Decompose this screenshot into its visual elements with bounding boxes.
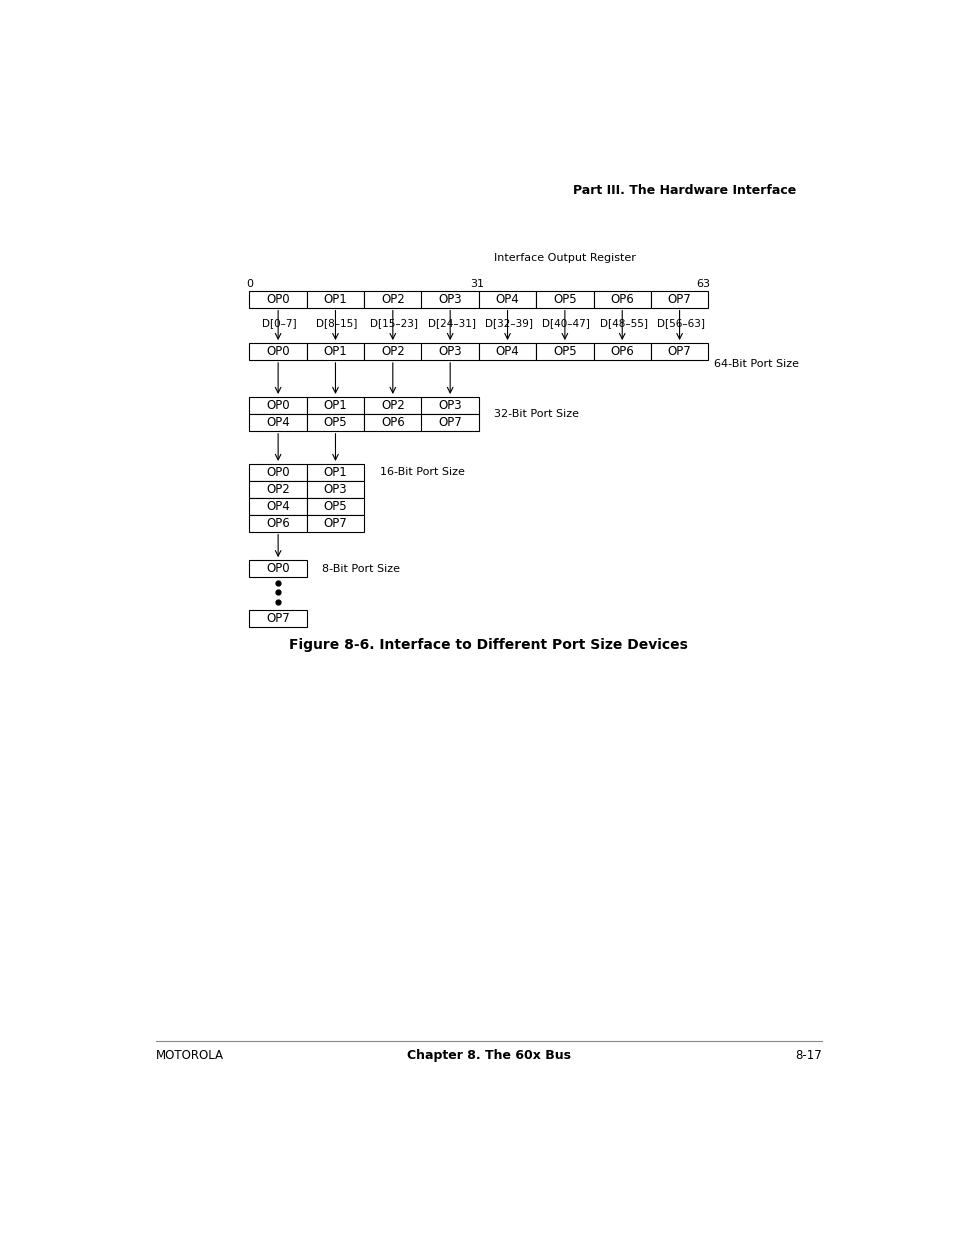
Text: OP7: OP7	[266, 613, 290, 625]
Bar	[593, 343, 650, 359]
Text: OP2: OP2	[380, 399, 404, 412]
Text: OP2: OP2	[266, 483, 290, 495]
Text: OP2: OP2	[380, 345, 404, 358]
Text: OP3: OP3	[323, 483, 347, 495]
Bar	[249, 610, 307, 627]
Text: OP0: OP0	[266, 466, 290, 479]
Bar	[249, 480, 307, 498]
Text: Part III. The Hardware Interface: Part III. The Hardware Interface	[573, 184, 796, 198]
Bar	[249, 414, 307, 431]
Bar	[249, 343, 307, 359]
Bar	[421, 414, 478, 431]
Text: OP7: OP7	[323, 516, 347, 530]
Text: OP6: OP6	[266, 516, 290, 530]
Text: OP1: OP1	[323, 345, 347, 358]
Text: 64-Bit Port Size: 64-Bit Port Size	[714, 359, 799, 369]
Text: D[56–63]: D[56–63]	[657, 319, 704, 329]
Bar	[249, 290, 307, 308]
Text: OP7: OP7	[437, 416, 461, 429]
Text: OP3: OP3	[437, 293, 461, 305]
Text: OP3: OP3	[437, 399, 461, 412]
Bar	[249, 498, 307, 515]
Bar	[307, 414, 364, 431]
Bar	[650, 343, 707, 359]
Bar	[364, 396, 421, 414]
Text: OP6: OP6	[380, 416, 404, 429]
Bar	[249, 561, 307, 577]
Bar	[478, 290, 536, 308]
Text: D[40–47]: D[40–47]	[542, 319, 590, 329]
Bar	[307, 396, 364, 414]
Text: D[0–7]: D[0–7]	[262, 319, 296, 329]
Bar	[364, 343, 421, 359]
Text: Chapter 8. The 60x Bus: Chapter 8. The 60x Bus	[407, 1049, 570, 1062]
Text: D[8–15]: D[8–15]	[316, 319, 357, 329]
Bar	[650, 290, 707, 308]
Text: MOTOROLA: MOTOROLA	[156, 1049, 224, 1062]
Text: 31: 31	[470, 279, 484, 289]
Text: 0: 0	[246, 279, 253, 289]
Bar	[307, 498, 364, 515]
Text: OP6: OP6	[610, 345, 634, 358]
Bar	[307, 515, 364, 531]
Text: Interface Output Register: Interface Output Register	[494, 253, 635, 263]
Text: OP4: OP4	[496, 293, 518, 305]
Text: OP1: OP1	[323, 466, 347, 479]
Text: OP0: OP0	[266, 345, 290, 358]
Text: OP0: OP0	[266, 399, 290, 412]
Text: OP5: OP5	[553, 293, 576, 305]
Bar	[421, 290, 478, 308]
Bar	[307, 480, 364, 498]
Text: OP5: OP5	[323, 500, 347, 513]
Text: OP7: OP7	[667, 345, 691, 358]
Text: OP3: OP3	[437, 345, 461, 358]
Text: OP5: OP5	[553, 345, 576, 358]
Text: OP0: OP0	[266, 562, 290, 576]
Bar	[593, 290, 650, 308]
Text: OP7: OP7	[667, 293, 691, 305]
Text: OP4: OP4	[496, 345, 518, 358]
Text: 32-Bit Port Size: 32-Bit Port Size	[494, 409, 578, 419]
Text: OP4: OP4	[266, 500, 290, 513]
Bar	[364, 414, 421, 431]
Bar	[307, 464, 364, 480]
Bar	[536, 290, 593, 308]
Bar	[249, 396, 307, 414]
Bar	[307, 343, 364, 359]
Text: 8-Bit Port Size: 8-Bit Port Size	[322, 563, 400, 573]
Text: OP6: OP6	[610, 293, 634, 305]
Text: D[48–55]: D[48–55]	[599, 319, 647, 329]
Text: OP5: OP5	[323, 416, 347, 429]
Text: D[32–39]: D[32–39]	[484, 319, 533, 329]
Text: 8-17: 8-17	[794, 1049, 821, 1062]
Bar	[307, 290, 364, 308]
Text: OP4: OP4	[266, 416, 290, 429]
Text: 16-Bit Port Size: 16-Bit Port Size	[379, 467, 464, 478]
Bar	[536, 343, 593, 359]
Text: D[15–23]: D[15–23]	[370, 319, 418, 329]
Text: OP2: OP2	[380, 293, 404, 305]
Text: OP0: OP0	[266, 293, 290, 305]
Bar	[478, 343, 536, 359]
Bar	[249, 464, 307, 480]
Bar	[249, 515, 307, 531]
Bar	[364, 290, 421, 308]
Text: 63: 63	[695, 279, 709, 289]
Text: D[24–31]: D[24–31]	[427, 319, 476, 329]
Bar	[421, 396, 478, 414]
Text: OP1: OP1	[323, 293, 347, 305]
Bar	[421, 343, 478, 359]
Text: Figure 8-6. Interface to Different Port Size Devices: Figure 8-6. Interface to Different Port …	[289, 637, 688, 652]
Text: OP1: OP1	[323, 399, 347, 412]
